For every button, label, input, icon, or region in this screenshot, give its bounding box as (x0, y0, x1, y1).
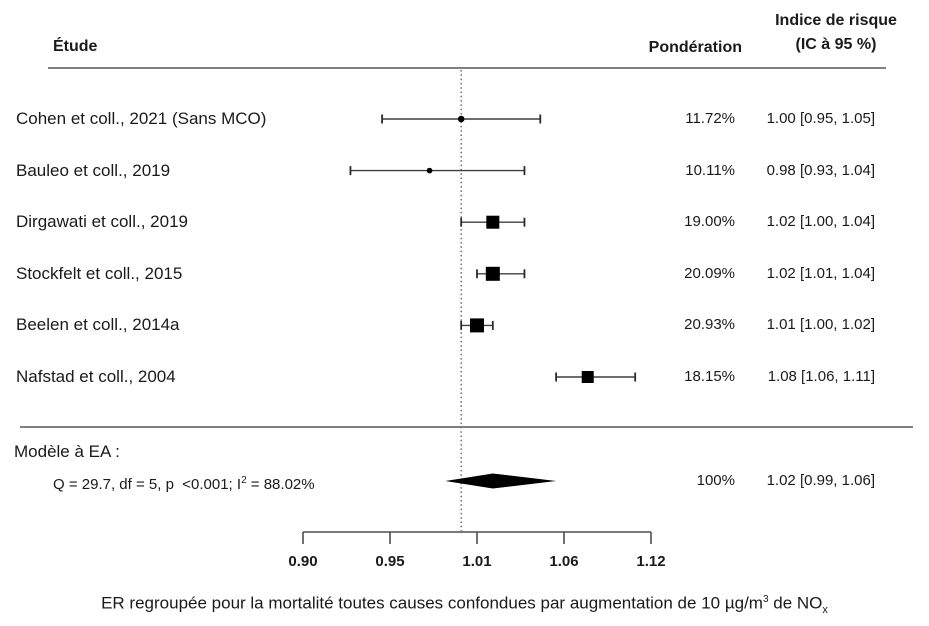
caption-mid: de NO (768, 593, 823, 613)
heterogeneity-stats: Q = 29.7, df = 5, p <0.001; I2 = 88.02% (53, 469, 315, 497)
study-ci-text: 1.01 [1.00, 1.02] (766, 316, 875, 334)
effect-marker (486, 215, 500, 229)
study-label: Stockfelt et coll., 2015 (16, 263, 183, 283)
study-weight: 10.11% (685, 161, 735, 179)
caption: ER regroupée pour la mortalité toutes ca… (0, 588, 929, 622)
study-ci-text: 1.08 [1.06, 1.11] (767, 368, 875, 385)
x-axis-tick-label: 1.06 (549, 553, 579, 570)
study-weight: 18.15% (684, 368, 735, 385)
study-label: Nafstad et coll., 2004 (16, 367, 176, 386)
pooled-diamond (445, 473, 557, 489)
effect-marker (426, 167, 433, 174)
pooled-ci-text: 1.02 [0.99, 1.06] (766, 472, 875, 489)
heterogeneity-post: = 88.02% (246, 476, 315, 493)
study-ci-text: 1.02 [1.01, 1.04] (766, 264, 875, 282)
effect-marker (581, 371, 594, 383)
pooled-separator-rule (20, 426, 913, 428)
study-weight: 19.00% (684, 213, 735, 231)
study-weight: 20.09% (684, 264, 735, 282)
study-label: Cohen et coll., 2021 (Sans MCO) (16, 109, 267, 128)
x-axis-tick-label: 0.90 (288, 553, 318, 570)
header-rule (48, 67, 886, 69)
caption-superscript: 3 (762, 594, 769, 605)
heterogeneity-pre: Q = 29.7, df = 5, p <0.001; I (53, 476, 242, 493)
study-weight: 20.93% (684, 316, 735, 334)
effect-marker (470, 318, 484, 333)
column-header-weight: Pondération (648, 39, 742, 56)
caption-subscript: x (822, 604, 828, 617)
heterogeneity-sup: 2 (241, 475, 247, 486)
study-ci-text: 1.02 [1.00, 1.04] (766, 213, 875, 231)
study-label: Bauleo et coll., 2019 (16, 160, 171, 180)
pooled-weight: 100% (696, 472, 735, 489)
column-header-study: Étude (53, 38, 98, 55)
x-axis-tick-label: 0.95 (375, 553, 405, 570)
study-label: Beelen et coll., 2014a (16, 315, 180, 335)
study-weight: 11.72% (685, 110, 735, 127)
study-ci-text: 0.98 [0.93, 1.04] (766, 161, 875, 179)
x-axis-tick-label: 1.01 (462, 553, 492, 570)
effect-marker (457, 115, 465, 123)
pooled-model-label: Modèle à EA : (14, 442, 120, 461)
caption-text: ER regroupée pour la mortalité toutes ca… (101, 593, 763, 613)
study-ci-text: 1.00 [0.95, 1.05] (766, 110, 875, 127)
x-axis-tick-label: 1.12 (636, 553, 666, 570)
column-header-effect-line1: Indice de risque (775, 12, 897, 29)
column-header-effect-line2: (IC à 95 %) (795, 36, 877, 53)
study-label: Dirgawati et coll., 2019 (16, 212, 188, 232)
effect-marker (485, 266, 500, 281)
